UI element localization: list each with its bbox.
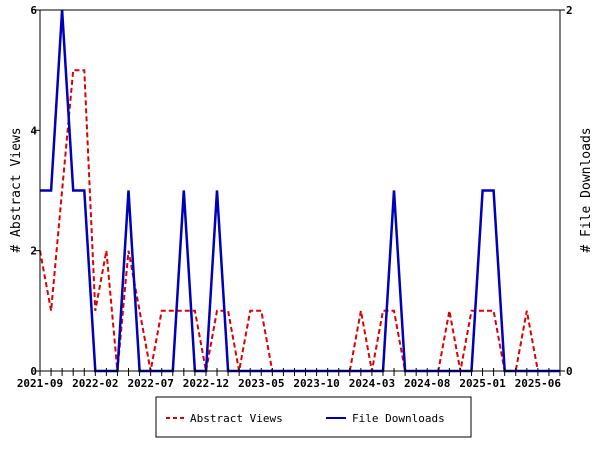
x-tick-label: 2025-01 bbox=[459, 377, 506, 390]
x-tick-label: 2024-03 bbox=[349, 377, 395, 390]
x-tick-label: 2022-07 bbox=[127, 377, 173, 390]
y-tick-label: 0 bbox=[30, 365, 37, 378]
x-tick-label: 2024-08 bbox=[404, 377, 450, 390]
legend-label-file-downloads: File Downloads bbox=[352, 412, 445, 425]
y-axis-title: # Abstract Views bbox=[9, 127, 24, 252]
y-tick-label: 6 bbox=[30, 4, 37, 17]
series-line-file-downloads bbox=[40, 10, 560, 371]
y2-axis-title: # File Downloads bbox=[579, 127, 594, 252]
y-tick-label: 4 bbox=[30, 124, 37, 137]
y-tick-label: 2 bbox=[30, 245, 37, 258]
x-tick-label: 2023-05 bbox=[238, 377, 284, 390]
x-tick-label: 2023-10 bbox=[293, 377, 339, 390]
y2-tick-label: 2 bbox=[566, 4, 573, 17]
x-tick-label: 2025-06 bbox=[515, 377, 562, 390]
x-tick-label: 2022-12 bbox=[183, 377, 229, 390]
x-tick-label: 2022-02 bbox=[72, 377, 118, 390]
legend-label-abstract-views: Abstract Views bbox=[190, 412, 283, 425]
x-tick-label: 2021-09 bbox=[17, 377, 63, 390]
y2-tick-label: 0 bbox=[566, 365, 573, 378]
legend: Abstract Views File Downloads bbox=[156, 397, 471, 437]
